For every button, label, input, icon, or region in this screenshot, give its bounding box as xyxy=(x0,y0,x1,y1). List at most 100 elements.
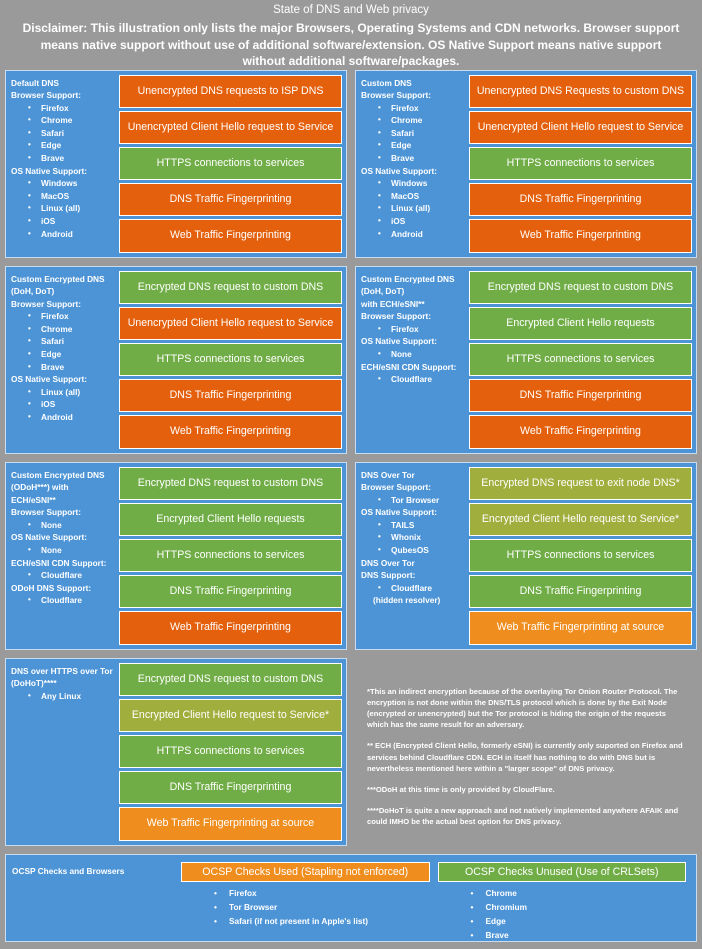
panel-status-boxes: Unencrypted DNS Requests to custom DNS Un… xyxy=(466,74,692,253)
panel-row-3: Custom Encrypted DNS (ODoH***) with ECH/eS… xyxy=(5,461,697,650)
panel-title: Custom Encrypted DNS xyxy=(361,273,455,284)
status-box[interactable]: Unencrypted DNS Requests to custom DNS xyxy=(469,74,692,108)
status-box[interactable]: Encrypted DNS request to custom DNS xyxy=(119,270,342,304)
support-item: None xyxy=(11,519,116,532)
status-box[interactable]: Web Traffic Fingerprinting xyxy=(119,415,342,449)
panel-title: DNS over HTTPS over Tor xyxy=(11,665,113,676)
status-box[interactable]: HTTPS connections to services xyxy=(119,342,342,377)
support-item: Chrome xyxy=(11,114,116,127)
ocsp-browser-item: Tor Browser xyxy=(181,900,430,914)
support-item-list: Cloudflare xyxy=(361,373,466,386)
status-box[interactable]: Web Traffic Fingerprinting xyxy=(469,415,692,449)
status-box[interactable]: Encrypted Client Hello requests xyxy=(469,306,692,340)
panel-dns-over-tor[interactable]: DNS Over Tor Browser Support:Tor BrowserO… xyxy=(355,461,697,650)
panel-dohot[interactable]: DNS over HTTPS over Tor (DoHoT)****Any Li… xyxy=(5,657,347,846)
page-disclaimer: Disclaimer: This illustration only lists… xyxy=(22,21,680,68)
status-box[interactable]: Encrypted Client Hello requests xyxy=(119,502,342,536)
support-section-heading: DNS Support: xyxy=(361,570,416,581)
status-box[interactable]: Web Traffic Fingerprinting at source xyxy=(469,611,692,645)
ocsp-browser-item: Chromium xyxy=(438,900,687,914)
support-item: Tor Browser xyxy=(361,494,466,507)
status-box[interactable]: HTTPS connections to services xyxy=(119,734,342,769)
status-box[interactable]: Encrypted DNS request to custom DNS xyxy=(469,270,692,304)
support-item-list: Cloudflare xyxy=(11,594,116,607)
support-item: Linux (all) xyxy=(11,202,116,215)
ocsp-column-heading[interactable]: OCSP Checks Unused (Use of CRLSets) xyxy=(437,861,686,882)
panel-custom-dns[interactable]: Custom DNS Browser Support:FirefoxChromeS… xyxy=(355,69,697,258)
support-item: QubesOS xyxy=(361,544,466,557)
panel-support-list: Custom DNS Browser Support:FirefoxChromeS… xyxy=(361,75,466,253)
status-box[interactable]: Web Traffic Fingerprinting xyxy=(119,611,342,645)
support-item: Linux (all) xyxy=(11,386,116,399)
support-item: Safari xyxy=(361,127,466,140)
status-box[interactable]: Web Traffic Fingerprinting xyxy=(119,219,342,253)
panel-default-dns[interactable]: Default DNS Browser Support:FirefoxChrome… xyxy=(5,69,347,258)
support-section-heading: ODoH DNS Support: xyxy=(11,582,92,593)
status-box[interactable]: HTTPS connections to services xyxy=(469,538,692,573)
status-box[interactable]: DNS Traffic Fingerprinting xyxy=(119,183,342,217)
status-box[interactable]: Unencrypted Client Hello request to Serv… xyxy=(119,306,342,340)
support-item-list: Cloudflare xyxy=(361,582,466,595)
page-title: State of DNS and Web privacy xyxy=(273,4,429,16)
panel-status-boxes: Encrypted DNS request to custom DNS Encry… xyxy=(466,270,692,449)
support-item: iOS xyxy=(11,215,116,228)
support-section-heading: OS Native Support: xyxy=(361,336,438,347)
support-section-heading: DNS Over Tor xyxy=(361,557,415,568)
ocsp-column-heading[interactable]: OCSP Checks Used (Stapling not enforced) xyxy=(181,861,430,882)
support-item: Edge xyxy=(11,348,116,361)
support-item-list: None xyxy=(11,519,116,532)
support-item-list: None xyxy=(11,544,116,557)
status-box[interactable]: DNS Traffic Fingerprinting xyxy=(119,575,342,609)
support-section-heading: Browser Support: xyxy=(361,90,432,101)
support-item-list: FirefoxChromeSafariEdgeBrave xyxy=(11,102,116,165)
support-section-heading: Browser Support: xyxy=(11,507,82,518)
status-box[interactable]: HTTPS connections to services xyxy=(469,146,692,181)
status-box[interactable]: Web Traffic Fingerprinting at source xyxy=(119,807,342,841)
status-box[interactable]: DNS Traffic Fingerprinting xyxy=(119,771,342,805)
status-box[interactable]: Encrypted Client Hello request to Servic… xyxy=(469,502,692,536)
status-box[interactable]: Unencrypted DNS requests to ISP DNS xyxy=(119,74,342,108)
panel-title: (DoH, DoT) xyxy=(361,286,405,297)
status-box[interactable]: Encrypted DNS request to exit node DNS* xyxy=(469,466,692,500)
support-item: Firefox xyxy=(11,102,116,115)
status-box[interactable]: Encrypted DNS request to custom DNS xyxy=(119,466,342,500)
ocsp-panel[interactable]: OCSP Checks and Browsers OCSP Checks Use… xyxy=(5,853,697,942)
status-box[interactable]: DNS Traffic Fingerprinting xyxy=(469,379,692,413)
panel-support-list: Custom Encrypted DNS (ODoH***) with ECH/eS… xyxy=(11,467,116,645)
status-box[interactable]: Web Traffic Fingerprinting xyxy=(469,219,692,253)
footnote: ****DoHoT is quite a new approach and no… xyxy=(367,806,679,827)
status-box[interactable]: DNS Traffic Fingerprinting xyxy=(469,183,692,217)
support-item: Brave xyxy=(11,152,116,165)
panel-custom-encrypted-dns[interactable]: Custom Encrypted DNS (DoH, DoT) Browser Su… xyxy=(5,265,347,454)
panel-custom-encrypted-dns-ech[interactable]: Custom Encrypted DNS (DoH, DoT) with ECH/e… xyxy=(355,265,697,454)
panel-odoh-ech[interactable]: Custom Encrypted DNS (ODoH***) with ECH/eS… xyxy=(5,461,347,650)
status-box[interactable]: Unencrypted Client Hello request to Serv… xyxy=(119,110,342,144)
ocsp-browser-item: Brave xyxy=(438,928,687,942)
footnote: ***ODoH at this time is only provided by… xyxy=(367,784,555,794)
support-item: Cloudflare xyxy=(361,582,466,595)
support-item-list: WindowsMacOSLinux (all)iOSAndroid xyxy=(11,177,116,240)
support-item: Chrome xyxy=(361,114,466,127)
status-box[interactable]: HTTPS connections to services xyxy=(119,146,342,181)
support-item-list: Tor Browser xyxy=(361,494,466,507)
support-section-heading: Browser Support: xyxy=(11,298,82,309)
support-item: None xyxy=(11,544,116,557)
status-box[interactable]: DNS Traffic Fingerprinting xyxy=(119,379,342,413)
support-item-list: TAILSWhonixQubesOS xyxy=(361,519,466,557)
support-item: Edge xyxy=(361,139,466,152)
status-box[interactable]: DNS Traffic Fingerprinting xyxy=(469,575,692,609)
status-box[interactable]: Unencrypted Client Hello request to Serv… xyxy=(469,110,692,144)
footnotes-list: *This an indirect encryption because of … xyxy=(361,664,693,842)
panel-status-boxes: Encrypted DNS request to custom DNS Encry… xyxy=(116,662,342,841)
support-item-list: Firefox xyxy=(361,323,466,336)
panel-title: (DoHoT)**** xyxy=(11,678,57,689)
panel-row-4: DNS over HTTPS over Tor (DoHoT)****Any Li… xyxy=(5,657,697,846)
support-note: (hidden resolver) xyxy=(373,595,441,606)
support-item: Edge xyxy=(11,139,116,152)
status-box[interactable]: Encrypted DNS request to custom DNS xyxy=(119,662,342,696)
status-box[interactable]: HTTPS connections to services xyxy=(119,538,342,573)
support-section-heading: OS Native Support: xyxy=(11,532,88,543)
support-item: Firefox xyxy=(11,310,116,323)
status-box[interactable]: HTTPS connections to services xyxy=(469,342,692,377)
status-box[interactable]: Encrypted Client Hello request to Servic… xyxy=(119,698,342,732)
